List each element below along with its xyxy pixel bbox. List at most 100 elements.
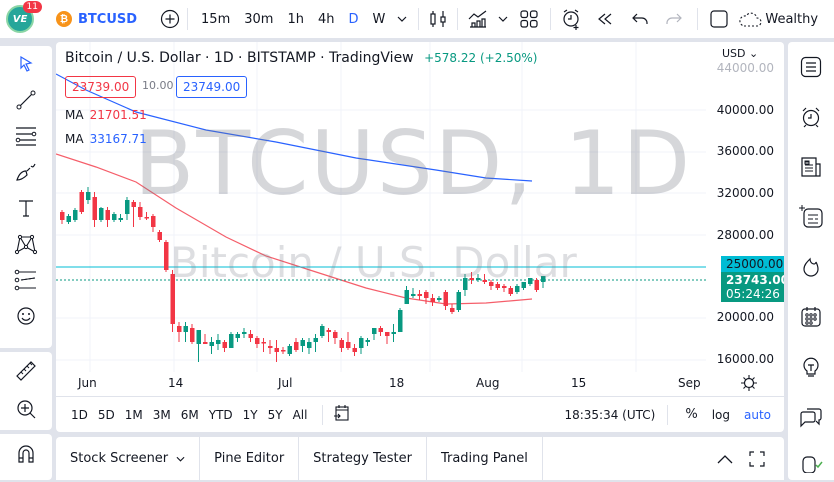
create-alert-button[interactable] <box>557 0 587 38</box>
zoom-in-tool[interactable] <box>0 390 52 428</box>
price-tick: 28000.00 <box>716 228 774 242</box>
parallel-lines-icon <box>15 127 37 146</box>
ideas-button[interactable] <box>788 342 834 392</box>
cloud-icon <box>739 12 762 27</box>
divider <box>322 404 324 425</box>
calendar-button[interactable] <box>788 292 834 342</box>
candlestick-icon <box>430 11 446 27</box>
utc-clock[interactable]: 18:35:34 (UTC) <box>564 407 656 422</box>
calendar-icon <box>801 307 821 327</box>
symbol-description: Bitcoin / U.S. Dollar · 1D · BITSTAMP · … <box>65 50 414 66</box>
range-ytd[interactable]: YTD <box>208 407 233 422</box>
text-icon <box>19 200 33 217</box>
timeframe-30m[interactable]: 30m <box>244 11 274 27</box>
range-5d[interactable]: 5D <box>97 407 115 422</box>
divider <box>457 8 459 30</box>
alerts-button[interactable] <box>788 92 834 142</box>
right-sidebar <box>788 42 834 480</box>
ma-fast-legend[interactable]: MA 21701.51 <box>65 108 147 122</box>
chart-type-button[interactable] <box>425 0 451 38</box>
symbol-label: BTCUSD <box>78 11 138 27</box>
magnet-mode-button[interactable] <box>0 434 52 474</box>
go-to-date-button[interactable] <box>333 404 351 425</box>
price-axis[interactable]: USD ⌄ 44000.00 40000.00 36000.00 32000.0… <box>706 42 784 372</box>
horizontal-lines-tool[interactable] <box>0 118 52 154</box>
ma-label: MA <box>65 132 84 146</box>
chart-canvas[interactable] <box>56 42 784 372</box>
chart-panel[interactable]: BTCUSD, 1D Bitcoin / U.S. Dollar Bitcoin… <box>56 42 784 432</box>
timeframe-1h[interactable]: 1h <box>287 11 304 27</box>
auto-scale-toggle[interactable]: auto <box>743 407 771 422</box>
fullscreen-toggle-button[interactable] <box>704 0 734 38</box>
chevron-down-icon <box>176 456 185 462</box>
description-watermark: Bitcoin / U.S. Dollar <box>170 238 577 287</box>
indicators-button[interactable] <box>464 0 492 38</box>
layout-save-button[interactable]: Wealthy <box>738 0 818 38</box>
ma-slow-legend[interactable]: MA 33167.71 <box>65 132 147 146</box>
icons-tool[interactable] <box>0 298 52 334</box>
pattern-tool[interactable] <box>0 226 52 262</box>
indicators-dropdown[interactable] <box>492 0 514 38</box>
range-1m[interactable]: 1M <box>124 407 143 422</box>
range-5y[interactable]: 5Y <box>267 407 283 422</box>
top-toolbar: VE 11 ₿ BTCUSD 15m 30m 1h 4h D W <box>0 0 834 38</box>
log-scale-toggle[interactable]: log <box>711 407 730 422</box>
chats-button[interactable] <box>788 392 834 442</box>
redo-button[interactable] <box>657 0 691 38</box>
user-avatar[interactable]: VE 11 <box>6 1 42 33</box>
currency-dropdown[interactable]: USD ⌄ <box>722 47 758 60</box>
tab-strategy-tester[interactable]: Strategy Tester <box>299 437 427 480</box>
tab-trading-panel[interactable]: Trading Panel <box>427 437 543 480</box>
timeframe-w[interactable]: W <box>372 11 386 27</box>
chevron-up-icon <box>717 454 733 463</box>
range-3m[interactable]: 3M <box>152 407 171 422</box>
timeframe-4h[interactable]: 4h <box>317 11 335 27</box>
layout-name: Wealthy <box>765 11 819 27</box>
timeframe-15m[interactable]: 15m <box>201 11 231 27</box>
measure-tool[interactable] <box>0 352 52 390</box>
buy-price-button[interactable]: 23749.00 <box>176 76 248 98</box>
square-icon <box>710 10 728 28</box>
watchlist-button[interactable] <box>788 42 834 92</box>
percent-scale-toggle[interactable]: % <box>685 407 698 422</box>
chart-legend-title: Bitcoin / U.S. Dollar · 1D · BITSTAMP · … <box>65 50 538 66</box>
symbol-search-button[interactable]: ₿ BTCUSD <box>56 0 137 38</box>
news-button[interactable] <box>788 142 834 192</box>
forecast-lines-icon <box>14 269 36 291</box>
bitcoin-icon: ₿ <box>56 11 72 27</box>
hotlists-button[interactable] <box>788 242 834 292</box>
brush-tool[interactable] <box>0 154 52 190</box>
range-all[interactable]: All <box>292 407 308 422</box>
cursor-tool[interactable] <box>0 46 52 82</box>
range-1y[interactable]: 1Y <box>242 407 258 422</box>
sell-price-button[interactable]: 23739.00 <box>65 76 137 98</box>
smiley-icon <box>17 307 35 325</box>
compare-symbol-button[interactable] <box>159 0 181 38</box>
undo-button[interactable] <box>623 0 657 38</box>
ruler-icon <box>16 361 36 381</box>
tab-stock-screener[interactable]: Stock Screener <box>56 437 201 480</box>
range-1d[interactable]: 1D <box>71 407 88 422</box>
xabcd-pattern-icon <box>14 234 38 255</box>
expand-panel-button[interactable] <box>710 454 740 464</box>
timeframe-dropdown[interactable] <box>392 0 412 38</box>
symbol-watermark: BTCUSD, 1D <box>134 112 693 215</box>
time-axis[interactable]: Jun 14 Jul 18 Aug 15 Sep <box>56 372 784 396</box>
alert-price-label[interactable]: 25000.00 <box>721 256 784 272</box>
timeframe-d[interactable]: D <box>348 11 359 27</box>
range-6m[interactable]: 6M <box>180 407 199 422</box>
forecasting-tool[interactable] <box>0 262 52 298</box>
tab-label: Stock Screener <box>70 451 169 466</box>
chevron-down-icon: ⌄ <box>745 47 759 60</box>
trend-line-tool[interactable] <box>0 82 52 118</box>
price-tick: 20000.00 <box>716 310 774 324</box>
replay-button[interactable] <box>587 0 623 38</box>
data-window-button[interactable] <box>788 192 834 242</box>
text-tool[interactable] <box>0 190 52 226</box>
maximize-panel-button[interactable] <box>740 450 774 467</box>
tab-pine-editor[interactable]: Pine Editor <box>200 437 300 480</box>
layouts-button[interactable] <box>514 0 544 38</box>
chart-settings-button[interactable] <box>740 374 758 396</box>
streams-button[interactable] <box>788 442 834 482</box>
divider <box>187 8 189 30</box>
